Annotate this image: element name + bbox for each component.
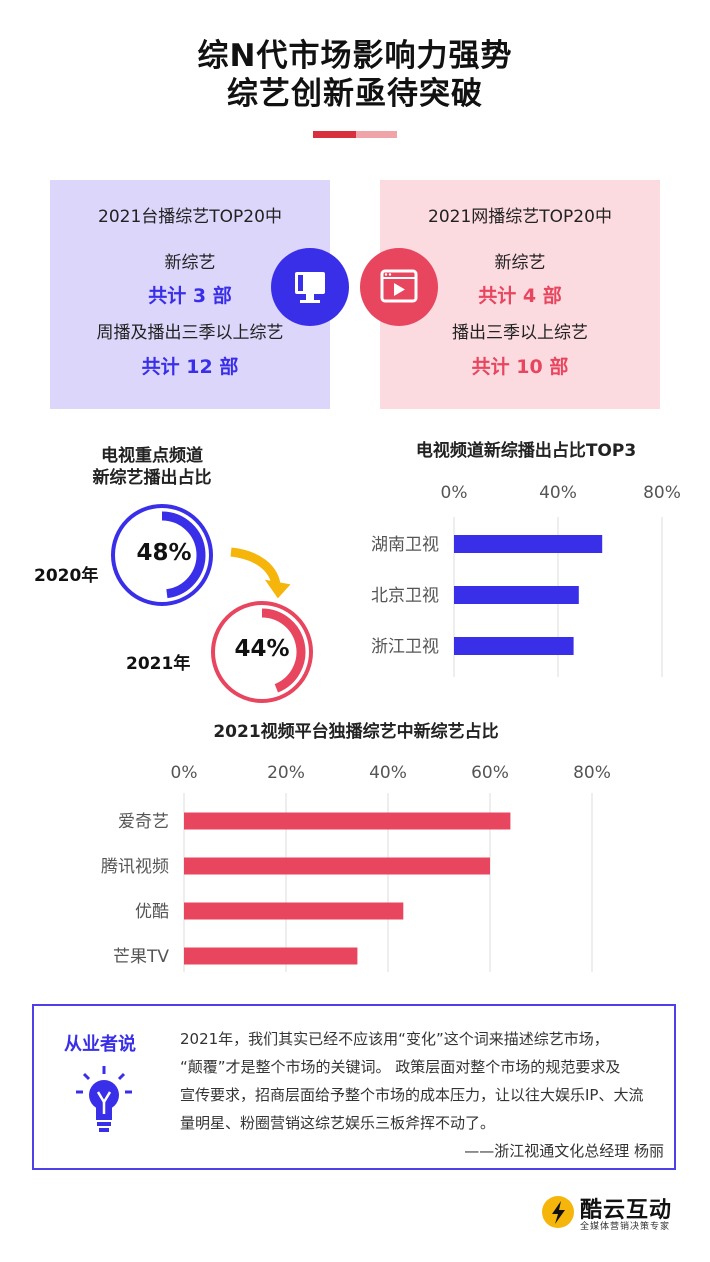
category-label: 芒果TV — [113, 947, 169, 967]
tv-old-label: 周播及播出三季以上综艺 — [96, 323, 284, 343]
brand-tagline: 全媒体营销决策专家 — [580, 1222, 671, 1232]
ring-2021-value: 44% — [234, 636, 290, 662]
platform-bar-chart: 2021视频平台独播综艺中新综艺占比 0% 20% 40% 60% 80% 爱奇艺腾讯视频优… — [101, 721, 611, 972]
ring-charts — [111, 504, 313, 703]
bar — [454, 535, 603, 553]
category-label: 爱奇艺 — [118, 812, 169, 832]
tick-label: 0% — [441, 483, 468, 503]
lightbulb-icon — [76, 1066, 132, 1132]
tick-label: 80% — [643, 483, 681, 503]
curved-arrow-icon — [230, 547, 291, 599]
web-old-count: 共计 10 部 — [471, 356, 569, 378]
web-panel-heading: 2021网播综艺TOP20中 — [428, 207, 612, 227]
video-play-icon — [360, 248, 438, 326]
web-new-label: 新综艺 — [494, 253, 546, 273]
web-new-count: 共计 4 部 — [478, 285, 562, 307]
tv-old-count: 共计 12 部 — [141, 356, 239, 378]
ring-section-title-line1: 电视重点频道 — [101, 446, 203, 466]
title-divider-dark — [313, 131, 356, 138]
tick-label: 0% — [171, 763, 198, 783]
industry-quote-box: 从业者说 2021年，我们其实已经不应该用“变化”这个词来描述综艺市场， “颠覆… — [32, 1004, 676, 1170]
ring-2021-year: 2021年 — [126, 654, 191, 674]
quote-line-4: 量明星、粉圈营销这综艺娱乐三板斧挥不动了。 — [180, 1114, 496, 1132]
ring-progress-1 — [261, 608, 306, 693]
tv-panel-heading: 2021台播综艺TOP20中 — [98, 207, 282, 227]
tv-new-label: 新综艺 — [164, 253, 216, 273]
tick-label: 80% — [573, 763, 611, 783]
kuyun-logo — [542, 1196, 574, 1228]
category-label: 优酷 — [135, 902, 169, 922]
bar — [454, 586, 579, 604]
bar — [454, 637, 574, 655]
tick-label: 20% — [267, 763, 305, 783]
ring-2020-year: 2020年 — [34, 566, 99, 586]
tick-label: 40% — [369, 763, 407, 783]
title-divider-light — [356, 131, 397, 138]
web-old-label: 播出三季以上综艺 — [452, 323, 588, 343]
tv-new-count: 共计 3 部 — [148, 285, 232, 307]
brand-name: 酷云互动 — [580, 1198, 673, 1223]
chart-title: 2021视频平台独播综艺中新综艺占比 — [213, 721, 498, 742]
category-label: 北京卫视 — [371, 586, 439, 606]
quote-attribution: ——浙江视通文化总经理 杨丽 — [464, 1142, 664, 1160]
tick-label: 60% — [471, 763, 509, 783]
category-label: 腾讯视频 — [101, 857, 169, 877]
chart-title: 电视频道新综播出占比TOP3 — [416, 440, 636, 461]
bar — [184, 902, 404, 920]
ring-outline-1 — [211, 601, 313, 703]
bar — [184, 947, 358, 965]
page-title-line2: 综艺创新亟待突破 — [227, 76, 483, 112]
ring-progress-0 — [161, 511, 206, 599]
tick-label: 40% — [539, 483, 577, 503]
ring-2020-value: 48% — [136, 540, 192, 566]
bar — [184, 812, 511, 830]
ring-section-title-line2: 新综艺播出占比 — [92, 468, 212, 488]
quote-line-3: 宣传要求，招商层面给予整个市场的成本压力，让以往大娱乐IP、大流 — [180, 1086, 644, 1104]
category-label: 湖南卫视 — [371, 535, 439, 555]
page-title-line1: 综N代市场影响力强势 — [197, 38, 513, 74]
category-label: 浙江卫视 — [371, 637, 439, 657]
quote-line-1: 2021年，我们其实已经不应该用“变化”这个词来描述综艺市场， — [180, 1030, 609, 1048]
ring-outline-0 — [111, 504, 213, 606]
tv-monitor-icon — [271, 248, 349, 326]
bar — [184, 857, 490, 875]
quote-line-2: “颠覆”才是整个市场的关键词。 政策层面对整个市场的规范要求及 — [180, 1058, 621, 1076]
quote-label: 从业者说 — [64, 1034, 136, 1055]
